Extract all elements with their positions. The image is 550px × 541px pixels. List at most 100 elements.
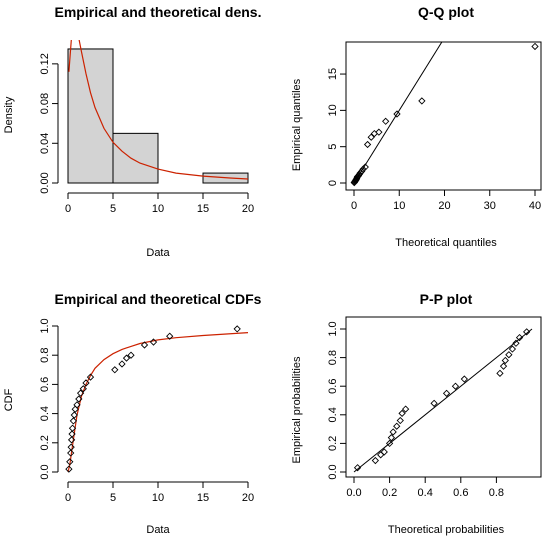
pp-point	[387, 434, 396, 442]
qq-title: Q-Q plot	[418, 4, 474, 20]
cdf-point	[86, 373, 95, 381]
density-x-tick-label: 15	[197, 203, 209, 215]
cdf-ylabel: CDF	[3, 388, 15, 411]
qq-x-tick-label: 20	[438, 200, 450, 212]
pp-y-tick-label: 0.4	[327, 407, 339, 422]
pp-title: P-P plot	[420, 291, 473, 307]
cdf-point	[76, 389, 85, 397]
panel-cdf: Empirical and theoretical CDFs Data CDF …	[3, 291, 262, 536]
panel-density: Empirical and theoretical dens. Data Den…	[3, 4, 261, 259]
density-x-tick-label: 20	[242, 203, 254, 215]
cdf-point	[127, 351, 135, 359]
qq-point	[531, 42, 539, 51]
pp-point	[430, 399, 438, 407]
pp-y-tick-label: 1.0	[327, 321, 339, 336]
qq-x-tick-label: 0	[351, 200, 357, 212]
qq-point	[361, 163, 369, 171]
pp-point	[515, 333, 524, 342]
qq-y-tick-label: 10	[327, 104, 339, 116]
density-ylabel: Density	[3, 96, 15, 133]
pp-x-tick-label: 0.2	[382, 487, 397, 499]
pp-reference-line	[353, 328, 533, 473]
pp-point	[501, 356, 509, 365]
pp-point	[401, 405, 410, 413]
cdf-point	[82, 379, 90, 387]
pp-y-tick-label: 0.2	[327, 436, 339, 451]
density-y-tick-label: 0.08	[39, 93, 51, 114]
qq-reference-line	[353, 42, 443, 184]
cdf-y-tick-label: 1.0	[39, 318, 51, 333]
cdf-point	[68, 424, 77, 432]
cdf-point	[111, 366, 119, 374]
pp-point	[371, 456, 379, 465]
qq-point	[363, 140, 372, 149]
density-bar	[112, 132, 159, 184]
cdf-point	[166, 332, 174, 340]
pp-point	[496, 369, 504, 377]
qq-point	[382, 117, 390, 125]
qq-x-tick-label: 40	[529, 200, 541, 212]
pp-point	[398, 409, 406, 418]
qq-point	[367, 133, 375, 141]
pp-point	[508, 345, 517, 353]
pp-y-tick-label: 0.6	[327, 379, 339, 394]
cdf-point	[65, 465, 73, 473]
density-x-tick-label: 0	[65, 203, 71, 215]
cdf-point	[122, 354, 131, 362]
pp-point	[512, 339, 520, 347]
density-y-tick-label: 0.04	[39, 133, 51, 154]
qq-y-tick-label: 5	[327, 144, 339, 150]
cdf-point	[67, 436, 76, 444]
cdf-xlabel: Data	[146, 524, 170, 536]
cdf-y-tick-label: 0.2	[39, 435, 51, 450]
pp-point	[380, 448, 388, 456]
cdf-point	[75, 395, 83, 403]
pp-x-tick-label: 0.4	[418, 487, 433, 499]
cdf-x-tick-label: 20	[242, 492, 254, 504]
cdf-theoretical-curve	[67, 332, 249, 473]
density-y-tick-label: 0.12	[39, 53, 51, 74]
pp-point	[353, 464, 362, 472]
density-y-tick-label: 0.00	[39, 172, 51, 193]
panel-qq: Q-Q plot Theoretical quantiles Empirical…	[291, 4, 542, 249]
cdf-point	[70, 411, 78, 419]
density-bar	[67, 48, 114, 184]
cdf-y-tick-label: 0.4	[39, 406, 51, 421]
cdf-x-tick-label: 10	[152, 492, 164, 504]
qq-point	[359, 165, 367, 173]
pp-x-tick-label: 0.8	[489, 487, 504, 499]
cdf-x-tick-label: 0	[65, 492, 71, 504]
cdf-x-tick-label: 5	[110, 492, 116, 504]
pp-point	[523, 328, 531, 336]
cdf-point	[67, 443, 75, 451]
qq-x-tick-label: 10	[393, 200, 405, 212]
cdf-point	[69, 417, 78, 425]
cdf-point	[140, 341, 149, 349]
density-x-tick-label: 5	[110, 203, 116, 215]
qq-y-tick-label: 0	[327, 180, 339, 186]
cdf-point	[67, 449, 75, 457]
panel-pp: P-P plot Theoretical probabilities Empir…	[291, 291, 542, 536]
pp-frame	[345, 316, 542, 478]
cdf-y-tick-label: 0.8	[39, 348, 51, 363]
qq-x-tick-label: 30	[484, 200, 496, 212]
pp-ylabel: Empirical probabilities	[291, 356, 303, 463]
cdf-title: Empirical and theoretical CDFs	[55, 291, 262, 307]
pp-point	[451, 382, 460, 390]
pp-point	[393, 422, 401, 430]
pp-point	[442, 389, 451, 397]
pp-point	[396, 416, 404, 425]
cdf-point	[118, 360, 126, 368]
density-xlabel: Data	[146, 247, 170, 259]
density-theoretical-curve	[68, 40, 249, 180]
cdf-point	[66, 458, 74, 466]
pp-x-tick-label: 0.6	[453, 487, 468, 499]
cdf-y-tick-label: 0.0	[39, 464, 51, 479]
qq-point	[358, 167, 366, 176]
pp-point	[389, 428, 397, 436]
qq-ylabel: Empirical quantiles	[291, 78, 303, 171]
cdf-point	[149, 338, 158, 346]
qq-point	[418, 97, 426, 105]
pp-x-tick-label: 0.0	[346, 487, 361, 499]
